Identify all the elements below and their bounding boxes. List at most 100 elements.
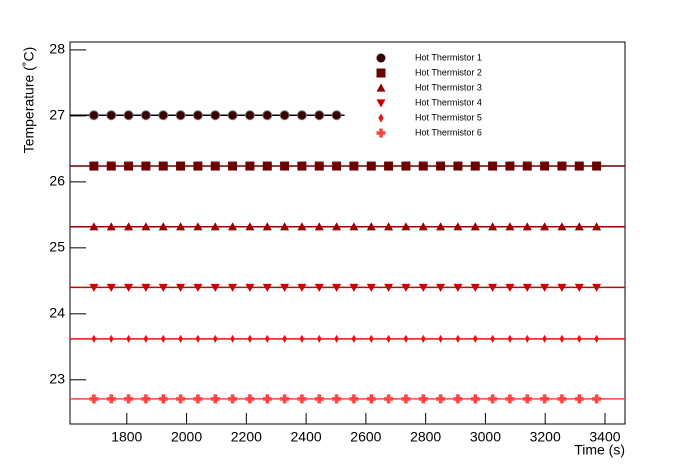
data-point bbox=[522, 283, 532, 292]
data-point bbox=[418, 394, 428, 404]
data-point bbox=[89, 222, 99, 231]
y-tick-label: 25 bbox=[49, 239, 65, 255]
data-point bbox=[574, 161, 584, 171]
data-point bbox=[470, 161, 480, 171]
legend-label: Hot Thermistor 6 bbox=[415, 127, 482, 137]
data-point bbox=[505, 161, 515, 171]
data-point bbox=[401, 283, 411, 292]
data-point bbox=[334, 334, 339, 343]
data-point bbox=[88, 110, 99, 121]
data-point bbox=[505, 394, 515, 404]
data-point bbox=[245, 394, 255, 404]
data-point bbox=[418, 161, 428, 171]
data-point bbox=[384, 222, 394, 231]
data-point bbox=[384, 394, 394, 404]
data-point bbox=[262, 161, 272, 171]
x-tick-label: 2200 bbox=[231, 429, 262, 445]
data-point bbox=[366, 222, 376, 231]
data-point bbox=[524, 334, 530, 343]
data-point bbox=[366, 394, 376, 404]
data-point bbox=[540, 394, 550, 404]
data-point bbox=[262, 222, 272, 231]
x-tick-label: 2400 bbox=[291, 429, 322, 445]
data-point bbox=[453, 222, 463, 231]
data-point bbox=[106, 283, 116, 292]
data-point bbox=[245, 283, 255, 292]
data-point bbox=[332, 161, 342, 171]
data-point bbox=[418, 222, 428, 231]
data-point bbox=[141, 394, 151, 404]
data-point bbox=[574, 283, 584, 292]
data-point bbox=[557, 222, 567, 231]
data-point bbox=[297, 283, 307, 292]
x-tick-label: 3200 bbox=[530, 429, 561, 445]
data-point bbox=[438, 334, 443, 343]
data-point bbox=[453, 161, 463, 171]
legend-marker bbox=[376, 128, 386, 138]
data-point bbox=[160, 334, 166, 343]
data-point bbox=[418, 283, 428, 292]
data-point bbox=[210, 394, 220, 404]
legend-label: Hot Thermistor 3 bbox=[415, 82, 482, 92]
data-point bbox=[176, 161, 186, 171]
legend-label: Hot Thermistor 5 bbox=[415, 112, 482, 122]
data-point bbox=[178, 334, 183, 343]
data-point bbox=[522, 222, 532, 231]
legend-marker bbox=[376, 53, 386, 63]
legend-marker bbox=[376, 83, 386, 92]
data-point bbox=[297, 222, 307, 231]
data-point bbox=[488, 161, 498, 171]
data-point bbox=[401, 222, 411, 231]
data-point bbox=[332, 222, 342, 231]
data-point bbox=[505, 222, 515, 231]
data-point bbox=[420, 334, 426, 343]
data-point bbox=[490, 334, 496, 343]
data-point bbox=[349, 222, 359, 231]
data-point bbox=[195, 334, 201, 343]
data-point bbox=[176, 394, 186, 404]
data-point bbox=[158, 110, 169, 121]
data-point bbox=[384, 161, 394, 171]
data-point bbox=[262, 110, 273, 121]
data-point bbox=[262, 283, 272, 292]
data-point bbox=[297, 161, 307, 171]
data-point bbox=[436, 161, 446, 171]
data-point bbox=[210, 110, 221, 121]
data-point bbox=[193, 161, 203, 171]
data-point bbox=[349, 283, 359, 292]
data-point bbox=[230, 334, 235, 343]
data-point bbox=[384, 283, 394, 292]
data-point bbox=[108, 334, 114, 343]
data-point bbox=[436, 283, 446, 292]
data-point bbox=[282, 334, 287, 343]
data-point bbox=[542, 334, 548, 343]
data-point bbox=[403, 334, 409, 343]
x-tick-label: 2600 bbox=[350, 429, 381, 445]
y-tick-label: 23 bbox=[49, 370, 65, 386]
plot-frame bbox=[69, 41, 626, 425]
data-point bbox=[141, 222, 151, 231]
data-point bbox=[193, 283, 203, 292]
data-point bbox=[193, 394, 203, 404]
data-point bbox=[576, 334, 582, 343]
data-point bbox=[472, 334, 478, 343]
data-point bbox=[557, 283, 567, 292]
data-point bbox=[592, 222, 602, 231]
data-point bbox=[264, 334, 270, 343]
data-point bbox=[488, 394, 498, 404]
x-tick-label: 3000 bbox=[470, 429, 501, 445]
data-point bbox=[349, 394, 359, 404]
data-point bbox=[488, 283, 498, 292]
data-point bbox=[262, 394, 272, 404]
legend-marker bbox=[376, 68, 386, 78]
legend-marker bbox=[378, 113, 384, 123]
data-point bbox=[106, 222, 116, 231]
data-point bbox=[124, 283, 134, 292]
data-point bbox=[314, 110, 325, 121]
data-point bbox=[401, 394, 411, 404]
x-tick-label: 1800 bbox=[111, 429, 142, 445]
data-point bbox=[124, 222, 134, 231]
y-tick-label: 26 bbox=[49, 173, 65, 189]
y-axis-label: Temperature (˚C) bbox=[21, 47, 37, 154]
